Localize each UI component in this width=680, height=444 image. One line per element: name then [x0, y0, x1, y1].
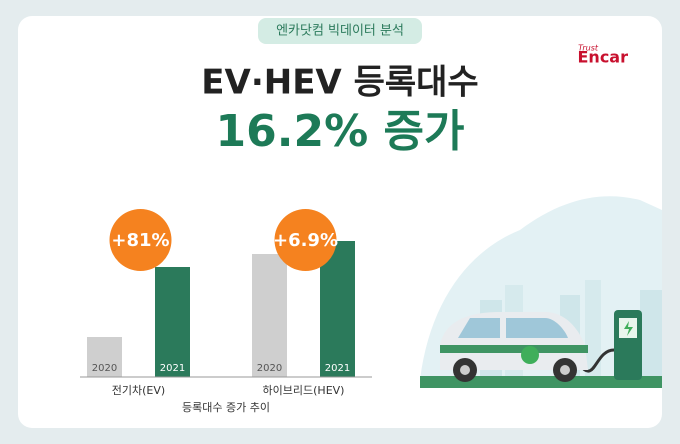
badge-bg: [258, 18, 422, 44]
category-label: 하이브리드(HEV): [263, 383, 345, 397]
chart: 2020 2021 전기차(EV) +81% 2020 2021 하이브리드(HEV) +6.…: [80, 209, 372, 414]
bar: [87, 337, 122, 377]
x-axis-label: 등록대수 증가 추이: [182, 401, 270, 414]
growth-label: +6.9%: [273, 230, 338, 251]
bar-year-label: 2020: [92, 363, 117, 374]
badge: 엔카닷컴 빅데이터 분석: [276, 24, 404, 39]
growth-badge: [109, 209, 172, 271]
growth-badge: [274, 209, 337, 271]
bar-year-label: 2020: [257, 363, 282, 374]
logo: Encar: [578, 48, 629, 67]
bar: [155, 267, 190, 377]
bar-year-label: 2021: [325, 363, 350, 374]
bar: [252, 254, 287, 377]
illustration: [420, 196, 662, 388]
title: EV·HEV 등록대수: [201, 63, 478, 103]
category-label: 전기차(EV): [112, 384, 165, 397]
bar: [320, 241, 355, 377]
bar-year-label: 2021: [160, 363, 185, 374]
headline: 16.2% 증가: [216, 106, 465, 157]
growth-label: +81%: [111, 230, 169, 251]
logo-tagline: Trust: [578, 44, 599, 53]
